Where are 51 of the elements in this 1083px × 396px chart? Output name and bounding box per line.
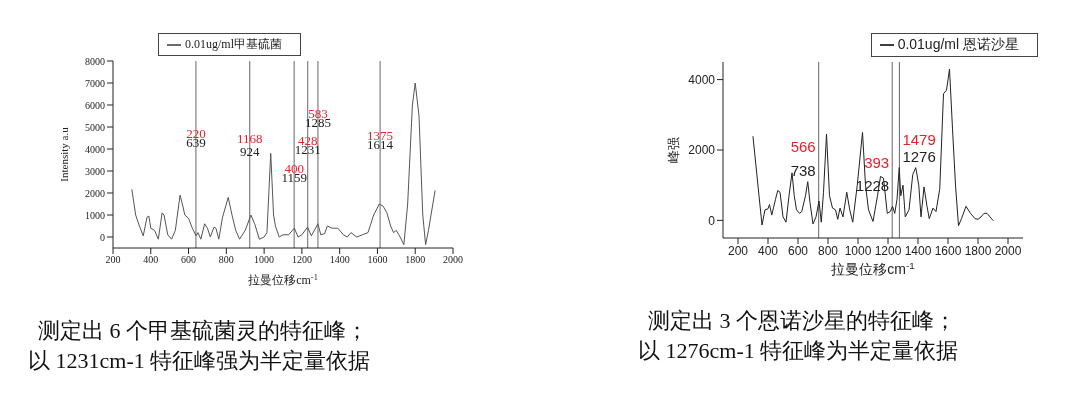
x-tick-label: 2000 [994,243,1022,258]
y-axis-title: Intensity a.u [58,126,70,182]
x-axis-title: 拉曼位移cm$^{-1}$ [248,272,318,287]
x-tick-label: 1400 [329,254,350,266]
x-tick-label: 800 [218,254,234,266]
y-tick-label: 1000 [85,209,105,221]
annotation: 393 [864,153,890,171]
text: 以 1276cm-1 特征峰为半定量依据 [638,337,960,365]
text: 测定出 3 个恩诺沙星的特征峰； [647,307,957,335]
text: 以 1231cm-1 特征峰强为半定量依据 [28,347,372,375]
y-tick-label: 0 [708,213,716,228]
y-tick-label: 7000 [85,77,105,89]
y-tick-label: 4000 [85,143,105,155]
annotation: 738 [790,162,816,180]
x-tick-label: 2000 [443,254,463,266]
legend-label: 0.01ug/ml甲基硫菌 [185,37,283,51]
x-tick-label: 1800 [405,254,426,266]
x-tick-label: 200 [105,254,121,266]
y-tick-label: 8000 [85,55,105,67]
annotation: 566 [790,137,816,155]
x-tick-label: 1000 [254,254,275,266]
text: 测定出 6 个甲基硫菌灵的特征峰； [37,317,369,345]
y-tick-label: 2000 [85,187,105,199]
x-axis-title: 拉曼位移cm$^{-1}$ [831,259,915,277]
annotation: 1168 [236,130,263,146]
x-tick-label: 1600 [367,254,388,266]
x-tick-label: 400 [143,254,159,266]
x-tick-label: 600 [787,243,809,258]
x-tick-label: 1600 [934,243,962,258]
line-series [752,68,994,227]
y-tick-label: 4000 [688,72,716,87]
x-tick-label: 800 [817,243,839,258]
x-tick-label: 1000 [844,243,872,258]
annotation: 1479 [902,130,936,148]
y-tick-label: 2000 [688,143,716,158]
y-tick-label: 6000 [85,99,105,111]
legend-label: 0.01ug/ml 恩诺沙星 [897,36,1019,52]
x-tick-label: 400 [757,243,779,258]
annotation: 924 [240,143,261,159]
line-series [131,82,436,246]
x-tick-label: 1800 [964,243,992,258]
x-tick-label: 1200 [874,243,902,258]
x-tick-label: 600 [181,254,197,266]
x-tick-label: 1400 [904,243,932,258]
annotation: 1276 [902,148,936,166]
y-tick-label: 3000 [85,165,105,177]
y-tick-label: 5000 [85,121,105,133]
x-tick-label: 200 [727,243,749,258]
x-tick-label: 1200 [291,254,312,266]
y-tick-label: 0 [100,231,105,243]
y-axis-title: 峰强 [666,137,681,163]
